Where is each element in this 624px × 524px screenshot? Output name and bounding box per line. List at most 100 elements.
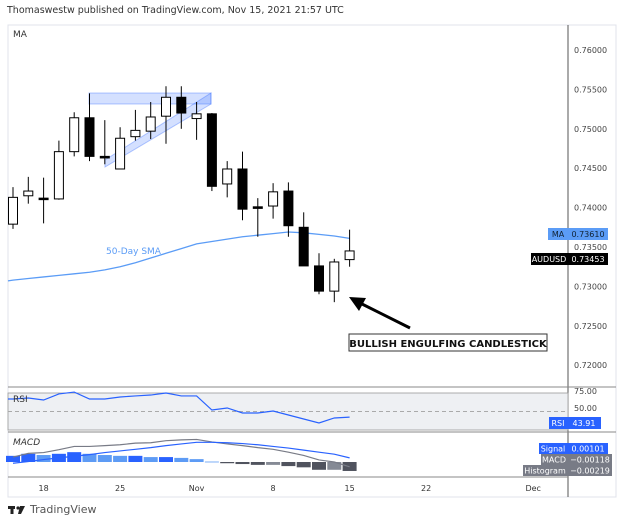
candle-bullish (344, 250, 355, 261)
price-tick-label: 0.72000 (574, 361, 607, 370)
price-tick-label: 0.74500 (574, 164, 607, 173)
tradingview-logo[interactable]: TradingView (8, 503, 96, 516)
price-tick-label: 0.73000 (574, 282, 607, 291)
histogram-bar (189, 459, 204, 462)
histogram-bar (67, 452, 82, 462)
annotation-box[interactable] (348, 333, 548, 352)
histogram-bar (327, 462, 342, 470)
rsi-tag-label: RSI (552, 419, 565, 428)
date-tick-label: 22 (421, 484, 431, 493)
brand-name: TradingView (30, 503, 97, 516)
candle-bullish (145, 116, 156, 132)
candle-bullish (130, 129, 141, 138)
histogram-bar (143, 457, 158, 462)
ma-tag-value-bg (568, 228, 608, 240)
published-caption: Thomaswestw published on TradingView.com… (7, 5, 344, 16)
sma-label: 50-Day SMA (106, 247, 162, 257)
macd-line (12, 438, 350, 468)
macd-tag-value-bg (568, 454, 612, 465)
histogram-tag-label-bg (523, 465, 568, 476)
candle-bullish (8, 196, 18, 225)
rsi-tag-value-bg (568, 417, 601, 429)
price-tick-label: 0.75000 (574, 125, 607, 134)
symbol-tag-value-bg (568, 253, 608, 265)
sma-layer (7, 231, 350, 282)
price-axis[interactable]: 0.76000 0.75500 0.75000 0.74500 0.74000 0.735… (574, 46, 607, 370)
candle-bullish (53, 151, 64, 200)
date-tick-label: 18 (39, 484, 49, 493)
histogram-bar (97, 455, 112, 462)
ma-tag-label-bg (548, 228, 568, 240)
date-tick-label: 15 (345, 484, 355, 493)
rsi-label[interactable]: RSI (13, 395, 28, 405)
rsi-tag-label-bg (549, 417, 568, 429)
candle-bullish (268, 191, 279, 207)
candle-bearish (206, 113, 217, 187)
candle-bullish (115, 137, 126, 170)
candle-bullish (23, 190, 34, 197)
price-tick-label: 0.75500 (574, 85, 607, 94)
symbol-tag-label: AUDUSD (532, 255, 567, 264)
arrow-head-icon (349, 297, 366, 311)
histogram-bar (296, 462, 311, 468)
rsi-layer (8, 391, 350, 424)
macd-layer (6, 438, 357, 471)
histogram-bar (174, 457, 189, 462)
histogram-bar (82, 453, 97, 462)
ma-tag-label: MA (552, 230, 565, 239)
date-tick-label: 25 (115, 484, 125, 493)
histogram-bar (281, 462, 296, 467)
ma-indicator-label[interactable]: MA (13, 30, 28, 40)
histogram-bar (21, 453, 36, 462)
signal-tag-value-bg (568, 443, 608, 454)
candle-bullish (329, 261, 340, 292)
annotation-text: BULLISH ENGULFING CANDLESTICK (349, 339, 548, 350)
ma-tag-value: 0.73610 (571, 230, 604, 239)
macd-tag-value: −0.00118 (570, 456, 610, 465)
histogram-bar (36, 455, 51, 462)
candle-bearish (176, 96, 187, 114)
candle-bearish (38, 197, 49, 201)
candle-bearish (99, 155, 110, 159)
histogram-bar (204, 461, 219, 463)
candle-bullish (69, 117, 80, 153)
candle-bearish (298, 226, 309, 267)
symbol-tag-value: 0.73453 (571, 255, 604, 264)
histogram-bar (266, 462, 281, 465)
candle-bearish (252, 206, 263, 209)
sma-50-line (7, 231, 350, 282)
histogram-bar (128, 455, 143, 462)
histogram-bar (113, 455, 128, 462)
histogram-tag-value: −0.00219 (570, 467, 610, 476)
candle-bullish (222, 168, 233, 185)
histogram-bar (235, 462, 250, 465)
rsi-line (8, 391, 350, 424)
histogram-tag-value-bg (568, 465, 612, 476)
tradingview-logo-icon (8, 505, 25, 514)
date-tick-label: Nov (189, 484, 205, 493)
candle-bullish (191, 113, 202, 120)
candle-bearish (314, 265, 324, 292)
signal-line (12, 441, 350, 464)
histogram-bar (6, 455, 20, 462)
signal-tag-label: Signal (541, 445, 566, 454)
candle-bearish (84, 117, 95, 157)
rsi-tick-75: 75.00 (574, 387, 597, 396)
histogram-bar (312, 462, 326, 470)
histogram-tag-label: Histogram (524, 467, 566, 476)
rsi-tag-value: 43.91 (573, 419, 596, 428)
candle-bearish (237, 168, 248, 210)
signal-tag-label-bg (539, 443, 568, 454)
candles-layer (8, 86, 355, 303)
macd-label[interactable]: MACD (13, 438, 40, 448)
flag-top-rectangle[interactable] (88, 92, 212, 105)
histogram-bar (159, 457, 173, 462)
rsi-tick-50: 50.00 (574, 404, 597, 413)
macd-tag-label-bg (541, 454, 568, 465)
date-axis[interactable]: 18 25 Nov 8 15 22 Dec (39, 484, 541, 493)
signal-tag-value: 0.00101 (571, 445, 604, 454)
price-tick-label: 0.76000 (574, 46, 607, 55)
symbol-tag-label-bg (531, 253, 568, 265)
candle-bearish (283, 190, 294, 227)
